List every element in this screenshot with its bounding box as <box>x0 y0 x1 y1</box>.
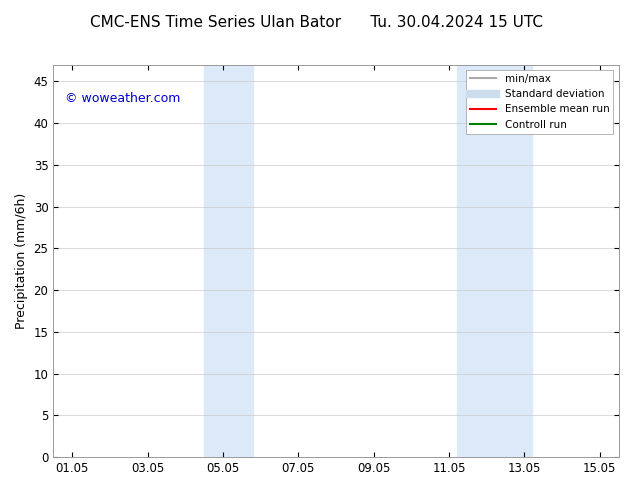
Text: CMC-ENS Time Series Ulan Bator      Tu. 30.04.2024 15 UTC: CMC-ENS Time Series Ulan Bator Tu. 30.04… <box>91 15 543 30</box>
Bar <box>456 65 532 457</box>
Legend: min/max, Standard deviation, Ensemble mean run, Controll run: min/max, Standard deviation, Ensemble me… <box>466 70 614 134</box>
Text: © woweather.com: © woweather.com <box>65 92 180 105</box>
Bar <box>204 65 253 457</box>
Y-axis label: Precipitation (mm/6h): Precipitation (mm/6h) <box>15 193 28 329</box>
